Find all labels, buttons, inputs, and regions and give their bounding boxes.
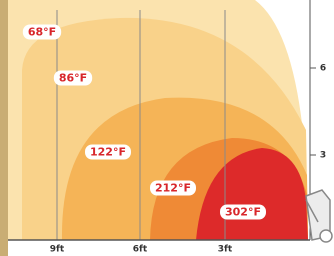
x-label: 9ft: [50, 245, 65, 255]
zone-label-text: 122°F: [90, 146, 126, 159]
zone-label: 86°F: [54, 71, 92, 86]
zone-label: 302°F: [220, 205, 266, 220]
left-border: [0, 0, 8, 256]
y-label: 3: [320, 151, 326, 161]
x-label: 3ft: [218, 245, 233, 255]
heat-zone-diagram: 68°F 86°F 122°F 212°F 302°F 9ft 6ft 3ft 6 3: [0, 0, 334, 256]
zone-label: 212°F: [150, 181, 196, 196]
zone-label-text: 302°F: [225, 206, 261, 219]
y-label: 6: [320, 64, 326, 74]
zone-label-text: 86°F: [59, 72, 87, 85]
zone-label: 122°F: [85, 145, 131, 160]
zone-label-text: 212°F: [155, 182, 191, 195]
page: {"zones": [ {"label": "68°F"}, {"label":…: [0, 0, 334, 256]
zone-label: 68°F: [23, 25, 61, 40]
zone-label-text: 68°F: [28, 26, 56, 39]
x-label: 6ft: [133, 245, 148, 255]
